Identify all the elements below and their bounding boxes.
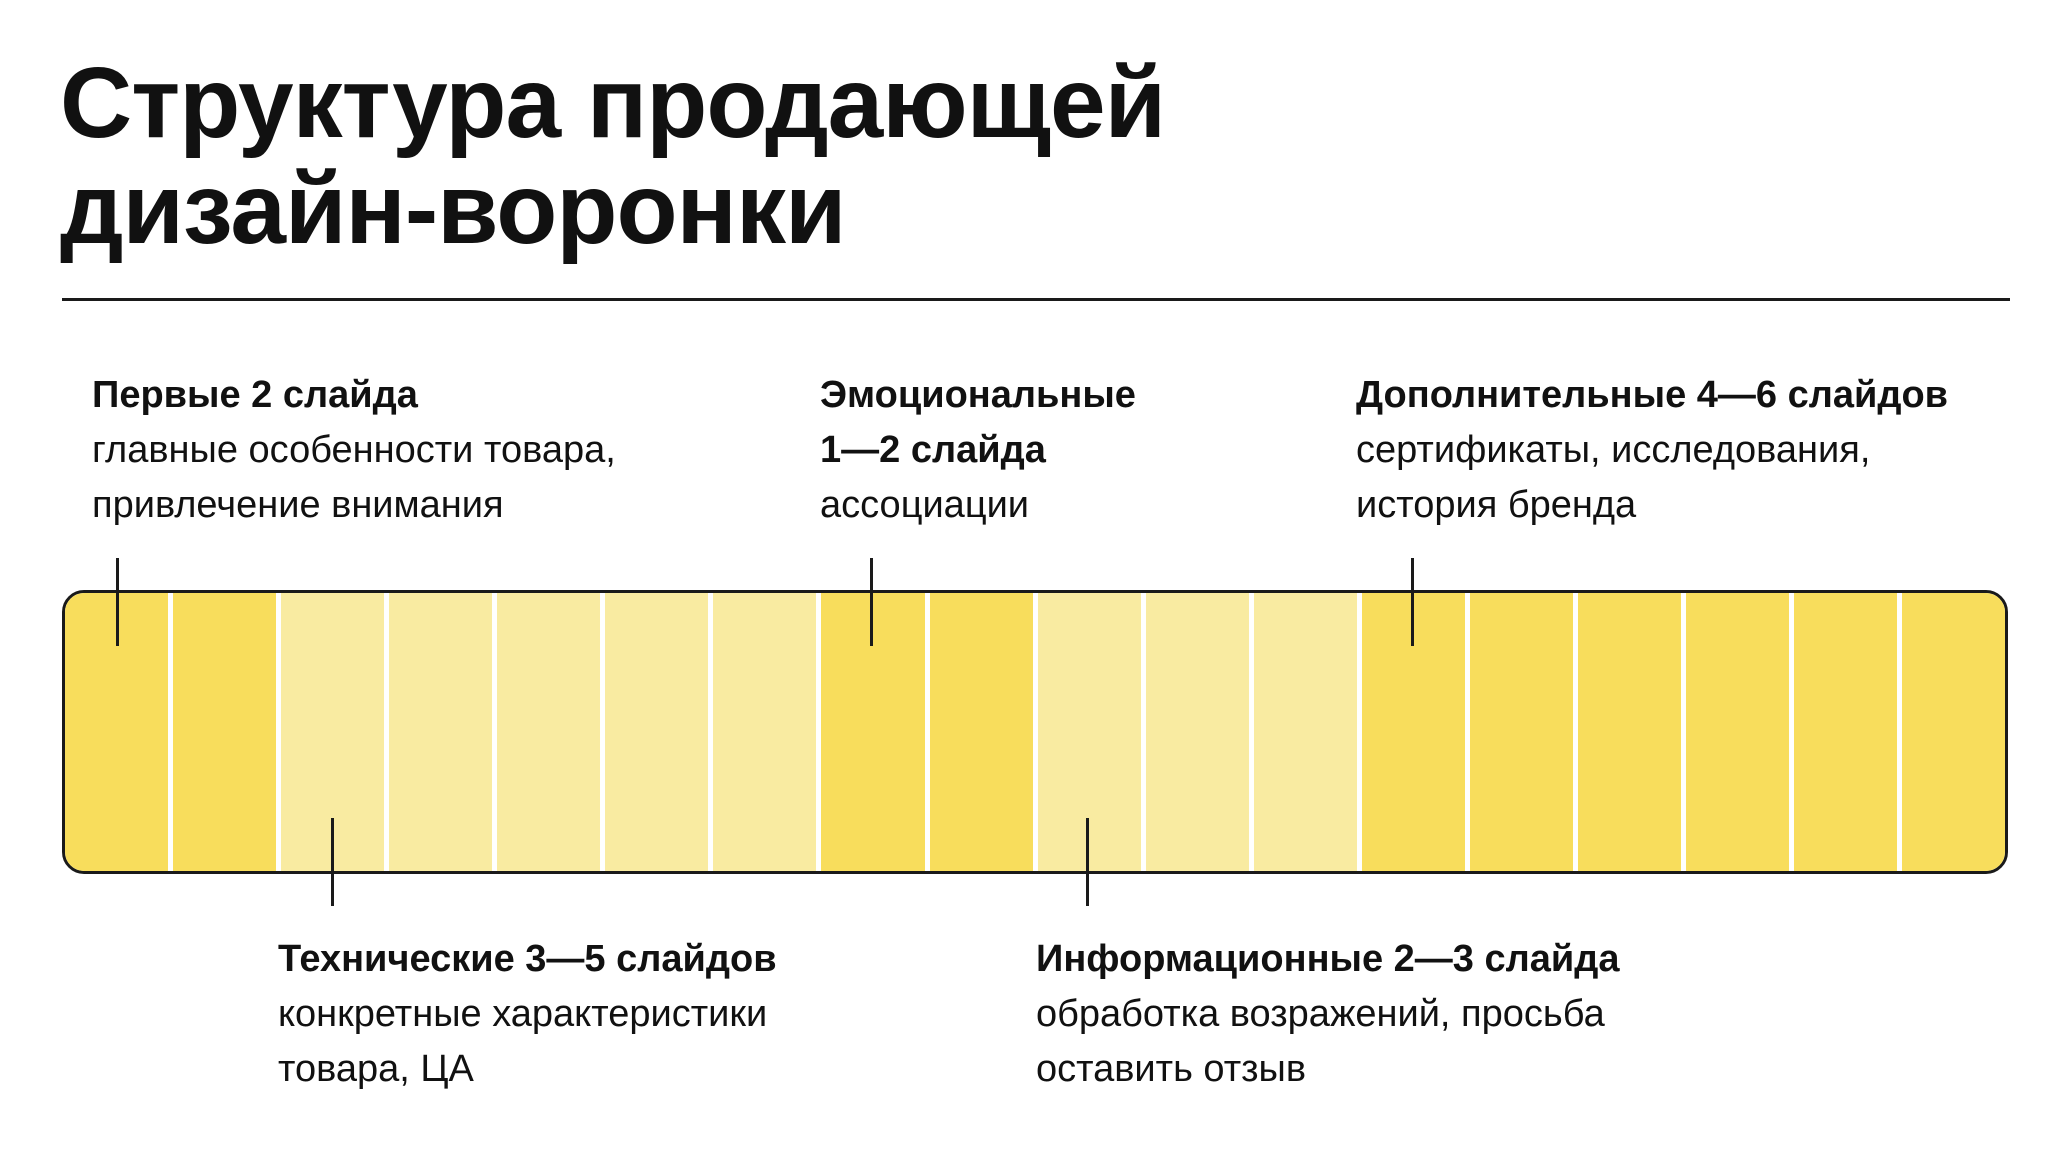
callout-emotional-slides: Эмоциональные 1—2 слайда ассоциации	[820, 368, 1136, 533]
funnel-segment-5-light	[497, 593, 606, 871]
funnel-segment-8-strong	[821, 593, 930, 871]
funnel-segment-3-light	[281, 593, 390, 871]
funnel-segment-11-light	[1145, 593, 1254, 871]
callout-emotional-heading: Эмоциональные 1—2 слайда	[820, 374, 1136, 471]
funnel-segment-16-strong	[1685, 593, 1794, 871]
callout-first-slides: Первые 2 слайда главные особенности това…	[92, 368, 616, 533]
callout-additional-slides: Дополнительные 4—6 слайдов сертификаты, …	[1356, 368, 1948, 533]
title-line-2: дизайн-воронки	[60, 153, 846, 265]
callout-informational-heading: Информационные 2—3 слайда	[1036, 938, 1620, 980]
callout-technical-slides: Технические 3—5 слайдов конкретные харак…	[278, 932, 777, 1097]
funnel-segment-18-strong	[1902, 593, 2005, 871]
title-divider	[62, 298, 2010, 301]
funnel-segment-6-light	[605, 593, 714, 871]
tick-technical	[331, 818, 334, 906]
callout-informational-body: обработка возражений, просьба оставить о…	[1036, 993, 1605, 1090]
title-line-1: Структура продающей	[60, 47, 1166, 159]
funnel-segment-4-light	[389, 593, 498, 871]
callout-emotional-body: ассоциации	[820, 484, 1030, 526]
callout-additional-body: сертификаты, исследования, история бренд…	[1356, 429, 1871, 526]
funnel-segment-7-light	[713, 593, 822, 871]
callout-technical-body: конкретные характеристики товара, ЦА	[278, 993, 768, 1090]
tick-informational	[1086, 818, 1089, 906]
callout-first-heading: Первые 2 слайда	[92, 374, 418, 416]
tick-additional	[1411, 558, 1414, 646]
funnel-segment-17-strong	[1794, 593, 1903, 871]
funnel-segment-1-strong	[65, 593, 174, 871]
funnel-segment-10-light	[1037, 593, 1146, 871]
callout-informational-slides: Информационные 2—3 слайда обработка возр…	[1036, 932, 1620, 1097]
funnel-segment-15-strong	[1577, 593, 1686, 871]
tick-first	[116, 558, 119, 646]
funnel-segment-2-strong	[173, 593, 282, 871]
page-title: Структура продающей дизайн-воронки	[60, 47, 1166, 265]
callout-technical-heading: Технические 3—5 слайдов	[278, 938, 777, 980]
funnel-segment-12-light	[1253, 593, 1362, 871]
funnel-bar	[62, 590, 2008, 874]
funnel-segment-14-strong	[1469, 593, 1578, 871]
funnel-segment-9-strong	[929, 593, 1038, 871]
funnel-segment-13-strong	[1361, 593, 1470, 871]
callout-first-body: главные особенности товара, привлечение …	[92, 429, 616, 526]
tick-emotional	[870, 558, 873, 646]
callout-additional-heading: Дополнительные 4—6 слайдов	[1356, 374, 1949, 416]
